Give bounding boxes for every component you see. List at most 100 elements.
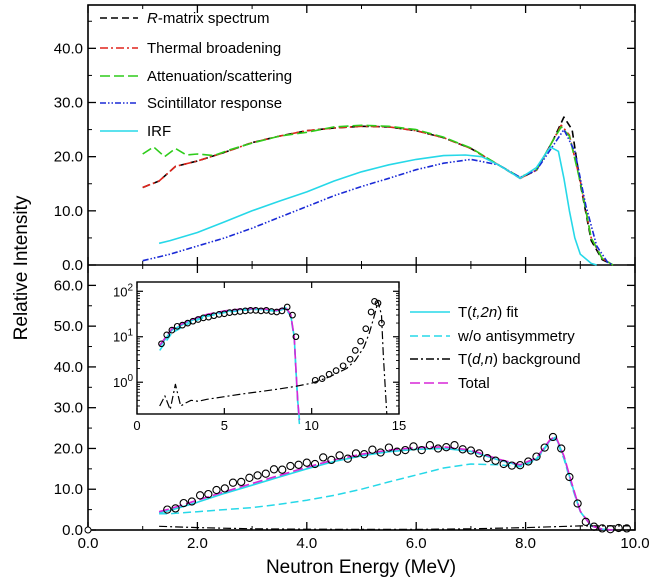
inset-data-point bbox=[325, 370, 333, 378]
lower-data-point bbox=[384, 443, 394, 452]
lower-y-tick-label: 40.0 bbox=[54, 359, 83, 376]
lower-data-point bbox=[581, 517, 590, 526]
x-tick-label: 2.0 bbox=[187, 535, 208, 552]
lower-y-tick-label: 60.0 bbox=[54, 277, 83, 294]
lower-data-point bbox=[458, 445, 467, 454]
inset-frame bbox=[136, 281, 400, 415]
inset-data-point bbox=[311, 376, 319, 384]
inset-series-background bbox=[159, 300, 388, 415]
lower-data-point bbox=[565, 472, 574, 482]
lower-data-point bbox=[557, 444, 566, 453]
upper-series-atten bbox=[142, 124, 614, 266]
inset-data-point bbox=[278, 307, 286, 315]
lower-data-point bbox=[425, 441, 435, 450]
legend-label-thermal: Thermal broadening bbox=[147, 40, 281, 57]
x-tick-label: 8.0 bbox=[515, 535, 536, 552]
lower-y-tick-label: 30.0 bbox=[54, 400, 83, 417]
lower-data-point bbox=[171, 504, 180, 513]
inset-data-point bbox=[339, 362, 347, 370]
lower-data-point bbox=[302, 458, 311, 467]
lower-data-point bbox=[622, 524, 631, 533]
lower-data-point bbox=[483, 454, 492, 463]
lower-data-point bbox=[376, 448, 385, 457]
lower-y-tick-label: 50.0 bbox=[54, 318, 83, 335]
lower-data-point bbox=[261, 469, 270, 478]
inset-y-tick-label: 102 bbox=[113, 282, 133, 299]
lower-series-fit bbox=[158, 436, 614, 531]
lower-data-point bbox=[491, 456, 500, 465]
lower-data-point bbox=[187, 497, 197, 506]
lower-data-point bbox=[327, 455, 336, 465]
lower-data-point bbox=[614, 523, 623, 533]
upper-y-tick-label: 30.0 bbox=[54, 95, 83, 112]
upper-y-tick-label: 0.0 bbox=[62, 257, 83, 274]
inset-data-point bbox=[332, 367, 340, 374]
inset-data-point bbox=[378, 319, 385, 327]
lower-data-point bbox=[507, 461, 517, 470]
inset-data-point bbox=[371, 298, 378, 305]
inset-y-tick-label: 101 bbox=[113, 328, 133, 345]
lower-data-point bbox=[204, 489, 213, 499]
lower-data-point bbox=[253, 471, 262, 480]
lower-data-point bbox=[212, 485, 221, 495]
inset-data-point bbox=[289, 311, 296, 319]
lower-data-point bbox=[269, 465, 279, 474]
lower-data-point bbox=[532, 452, 541, 461]
x-tick-label: 0.0 bbox=[78, 535, 99, 552]
x-tick-label: 6.0 bbox=[406, 535, 427, 552]
lower-data-point bbox=[499, 459, 508, 469]
inset-data-point bbox=[283, 303, 291, 311]
lower-data-point bbox=[368, 445, 377, 454]
legend-label-atten: Attenuation/scattering bbox=[147, 68, 292, 85]
x-tick-label: 4.0 bbox=[296, 535, 317, 552]
lower-data-point bbox=[228, 478, 238, 487]
lower-data-point bbox=[409, 442, 418, 451]
inset-data-point bbox=[357, 337, 364, 345]
lower-data-point bbox=[450, 441, 459, 450]
lower-data-point bbox=[343, 454, 352, 463]
inset-y-tick-label: 100 bbox=[113, 373, 133, 390]
lower-y-tick-label: 10.0 bbox=[54, 481, 83, 498]
legend-label-woanti: w/o antisymmetry bbox=[457, 328, 575, 345]
lower-data-point bbox=[278, 465, 287, 474]
lower-data-point bbox=[524, 457, 533, 466]
inset-data-point bbox=[374, 299, 382, 307]
inset-x-tick-label: 10 bbox=[304, 418, 318, 433]
inset-series-total bbox=[159, 306, 301, 420]
inset-x-tick-label: 0 bbox=[133, 418, 140, 433]
lower-data-point bbox=[310, 459, 320, 469]
lower-data-point bbox=[573, 499, 582, 508]
lower-data-point bbox=[195, 491, 205, 500]
inset-data-point bbox=[362, 325, 370, 333]
lower-legend: T(t,2n) fit w/o antisymmetry T(d,n) back… bbox=[410, 304, 581, 392]
lower-data-point bbox=[466, 446, 476, 455]
upper-y-tick-label: 10.0 bbox=[54, 203, 83, 220]
inset-data-point bbox=[158, 340, 165, 348]
lower-data-point bbox=[401, 445, 410, 455]
inset-x-tick-label: 15 bbox=[392, 418, 406, 433]
upper-legend: R-matrix spectrum Thermal broadening Att… bbox=[100, 10, 292, 140]
lower-series-background bbox=[159, 525, 630, 531]
x-axis-label: Neutron Energy (MeV) bbox=[266, 557, 456, 578]
lower-data-point bbox=[474, 449, 484, 458]
lower-data-point bbox=[442, 443, 451, 452]
legend-label-background: T(d,n) background bbox=[458, 351, 581, 368]
lower-data-point bbox=[540, 443, 549, 452]
inset-x-tick-label: 5 bbox=[221, 418, 228, 433]
lower-data-point bbox=[245, 473, 254, 482]
inset-data-point bbox=[318, 375, 326, 382]
legend-label-total: Total bbox=[458, 375, 490, 392]
lower-data-point bbox=[163, 505, 172, 514]
lower-y-tick-label: 0.0 bbox=[62, 522, 83, 539]
upper-series-thermal bbox=[142, 124, 614, 266]
lower-data-point bbox=[417, 445, 426, 455]
lower-data-point bbox=[606, 525, 615, 534]
lower-data-point bbox=[286, 461, 295, 471]
legend-label-rmatrix: R-matrix spectrum bbox=[147, 10, 270, 27]
lower-data-point bbox=[392, 447, 402, 456]
lower-data-point bbox=[589, 522, 599, 531]
lower-data-point bbox=[351, 449, 361, 458]
upper-series-scint bbox=[142, 128, 614, 266]
